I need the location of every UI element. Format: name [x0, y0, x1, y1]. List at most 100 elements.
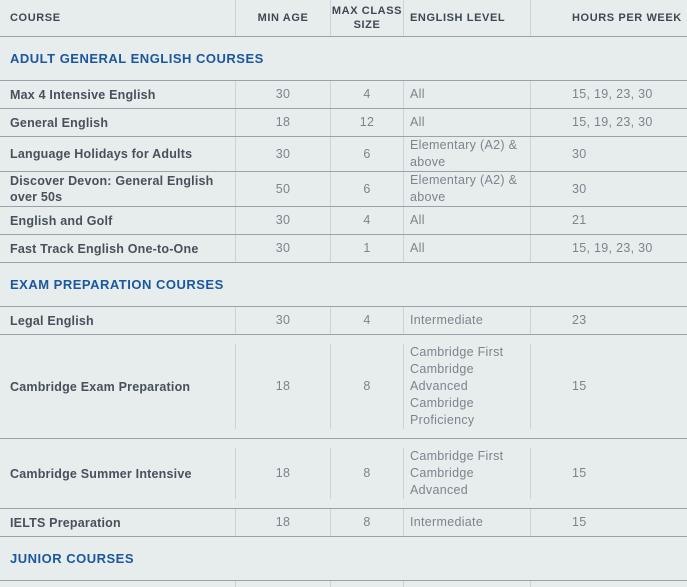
max-class-size-value: 4 — [363, 313, 371, 327]
min-age-value: 30 — [275, 146, 291, 161]
column-header-max_class_size: MAX CLASS SIZE — [330, 0, 403, 36]
english-level-cell: All — [403, 207, 530, 234]
table-row: English and Golf 30 4 All 21 — [0, 207, 687, 235]
course-name-cell: Discover Devon: General English over 50s — [0, 172, 235, 206]
hours-per-week-value: 30 — [572, 146, 587, 161]
table-row: Young Learner Academy14-1715All30 — [0, 581, 687, 587]
table-row: Legal English 30 4 Intermediate 23 — [0, 307, 687, 335]
min-age-cell: 18 — [235, 109, 330, 136]
english-level-line: Cambridge Advanced — [410, 466, 474, 497]
column-header-english_level: ENGLISH LEVEL — [403, 0, 530, 36]
course-name: English and Golf — [10, 213, 113, 228]
max-class-size-value: 8 — [363, 466, 371, 480]
min-age-value: 30 — [275, 313, 291, 327]
max-class-size-cell: 8 — [330, 448, 403, 499]
table-row: Cambridge Summer Intensive 18 8 Cambridge F… — [0, 439, 687, 509]
max-class-size-value: 8 — [363, 379, 371, 393]
hours-per-week-cell: 30 — [530, 172, 687, 206]
hours-per-week-cell: 15, 19, 23, 30 — [530, 81, 687, 108]
course-name-cell: English and Golf — [0, 207, 235, 234]
hours-per-week-cell: 15 — [530, 344, 687, 429]
column-header-hours_per_week: HOURS PER WEEK — [530, 0, 687, 36]
english-level-cell: All — [403, 81, 530, 108]
course-name-cell: Language Holidays for Adults — [0, 137, 235, 171]
english-level-cell: Elementary (A2) & above — [403, 172, 530, 206]
max-class-size-value: 4 — [363, 87, 371, 101]
english-level-line: Cambridge Advanced — [410, 362, 474, 393]
hours-per-week-cell: 30 — [530, 137, 687, 171]
max-class-size-value: 6 — [363, 181, 371, 196]
min-age-cell: 18 — [235, 509, 330, 536]
course-name-cell: Max 4 Intensive English — [0, 81, 235, 108]
hours-per-week-cell: 15, 19, 23, 30 — [530, 109, 687, 136]
course-name: IELTS Preparation — [10, 515, 121, 530]
min-age-cell: 18 — [235, 448, 330, 499]
max-class-size-value: 1 — [363, 241, 371, 255]
hours-per-week-value: 15, 19, 23, 30 — [572, 241, 653, 255]
course-name: Discover Devon: General English over 50s — [10, 174, 214, 204]
min-age-value: 18 — [275, 515, 291, 529]
max-class-size-cell: 6 — [330, 172, 403, 206]
course-name-cell: IELTS Preparation — [0, 509, 235, 536]
hours-per-week-cell: 15, 19, 23, 30 — [530, 235, 687, 262]
table-row: General English 18 12 All 15, 19, 23, 30 — [0, 109, 687, 137]
table-row: Cambridge Exam Preparation 18 8 Cambridge F… — [0, 335, 687, 439]
english-level-cell: Cambridge First Cambridge Advanced Cambrid… — [403, 344, 530, 429]
section-header: JUNIOR COURSES — [0, 537, 687, 581]
hours-per-week-cell: 30 — [530, 581, 687, 587]
min-age-value: 18 — [275, 466, 291, 480]
max-class-size-value: 8 — [363, 515, 371, 529]
table-row: Fast Track English One-to-One 30 1 All 15, 1… — [0, 235, 687, 263]
hours-per-week-cell: 21 — [530, 207, 687, 234]
course-name-cell: General English — [0, 109, 235, 136]
min-age-cell: 30 — [235, 235, 330, 262]
min-age-cell: 30 — [235, 137, 330, 171]
hours-per-week-value: 15, 19, 23, 30 — [572, 87, 653, 101]
english-level-line: Cambridge First — [410, 345, 504, 359]
min-age-cell: 18 — [235, 344, 330, 429]
english-level-cell: Intermediate — [403, 307, 530, 334]
table-row: IELTS Preparation 18 8 Intermediate 15 — [0, 509, 687, 537]
english-level-cell: All — [403, 235, 530, 262]
min-age-value: 50 — [275, 181, 291, 196]
table-row: Discover Devon: General English over 50s… — [0, 172, 687, 207]
course-name: Language Holidays for Adults — [10, 147, 193, 161]
max-class-size-cell: 8 — [330, 509, 403, 536]
english-level-line: Cambridge First — [410, 449, 504, 463]
course-name: General English — [10, 115, 109, 130]
section-header: ADULT GENERAL ENGLISH COURSES — [0, 37, 687, 81]
course-name: Cambridge Summer Intensive — [10, 466, 192, 481]
english-level-line: All — [410, 213, 425, 227]
max-class-size-cell: 4 — [330, 307, 403, 334]
english-level-cell: All — [403, 109, 530, 136]
min-age-value: 30 — [275, 241, 291, 255]
min-age-cell: 30 — [235, 307, 330, 334]
english-level-cell: Cambridge First Cambridge Advanced — [403, 448, 530, 499]
english-level-cell: All — [403, 581, 530, 587]
max-class-size-cell: 8 — [330, 344, 403, 429]
hours-per-week-value: 15 — [572, 515, 587, 529]
course-name-cell: Fast Track English One-to-One — [0, 235, 235, 262]
english-level-cell: Intermediate — [403, 509, 530, 536]
min-age-value: 30 — [275, 213, 291, 227]
course-name-cell: Cambridge Summer Intensive — [0, 448, 235, 499]
table-row: Max 4 Intensive English 30 4 All 15, 19, 23,… — [0, 81, 687, 109]
course-name-cell: Legal English — [0, 307, 235, 334]
course-name: Max 4 Intensive English — [10, 87, 156, 102]
course-name-cell: Young Learner Academy — [0, 581, 235, 587]
max-class-size-cell: 4 — [330, 207, 403, 234]
english-level-line: Elementary (A2) & above — [410, 138, 518, 169]
column-header-min_age: MIN AGE — [235, 0, 330, 36]
max-class-size-cell: 1 — [330, 235, 403, 262]
hours-per-week-cell: 23 — [530, 307, 687, 334]
table-row: Language Holidays for Adults 30 6 Elementar… — [0, 137, 687, 172]
english-level-cell: Elementary (A2) & above — [403, 137, 530, 171]
section-title: ADULT GENERAL ENGLISH COURSES — [10, 51, 264, 66]
min-age-value: 30 — [275, 87, 291, 101]
max-class-size-value: 12 — [359, 115, 375, 129]
hours-per-week-value: 21 — [572, 213, 587, 227]
hours-per-week-value: 23 — [572, 313, 587, 327]
max-class-size-cell: 15 — [330, 581, 403, 587]
min-age-cell: 30 — [235, 81, 330, 108]
english-level-line: Cambridge Proficiency — [410, 396, 475, 427]
